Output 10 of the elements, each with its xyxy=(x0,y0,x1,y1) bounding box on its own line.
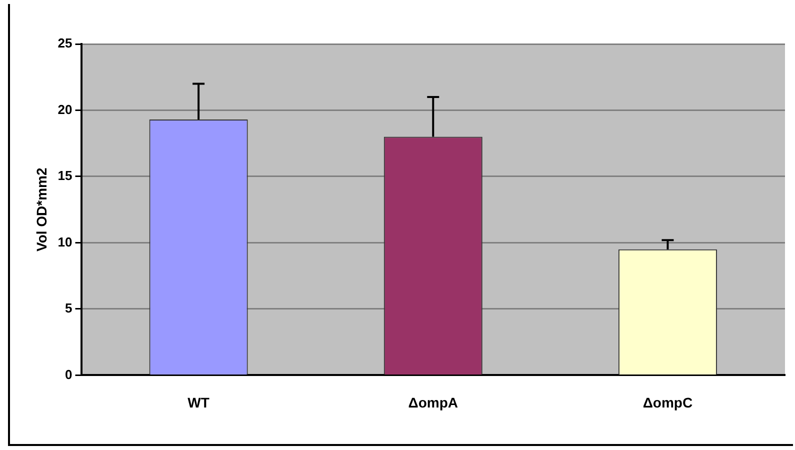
y-tick-label: 25 xyxy=(58,36,72,51)
y-axis-title: Vol OD*mm2 xyxy=(33,168,50,252)
y-tick-label: 15 xyxy=(58,168,72,184)
y-tick-label: 5 xyxy=(65,300,72,316)
x-tick-label: ΔompC xyxy=(642,394,693,410)
x-tick-label: WT xyxy=(188,394,210,410)
y-tick-label: 10 xyxy=(58,234,72,250)
y-tick-label: 20 xyxy=(58,102,72,117)
x-tick-label: ΔompA xyxy=(408,394,458,410)
y-tick-label: 0 xyxy=(65,366,72,382)
